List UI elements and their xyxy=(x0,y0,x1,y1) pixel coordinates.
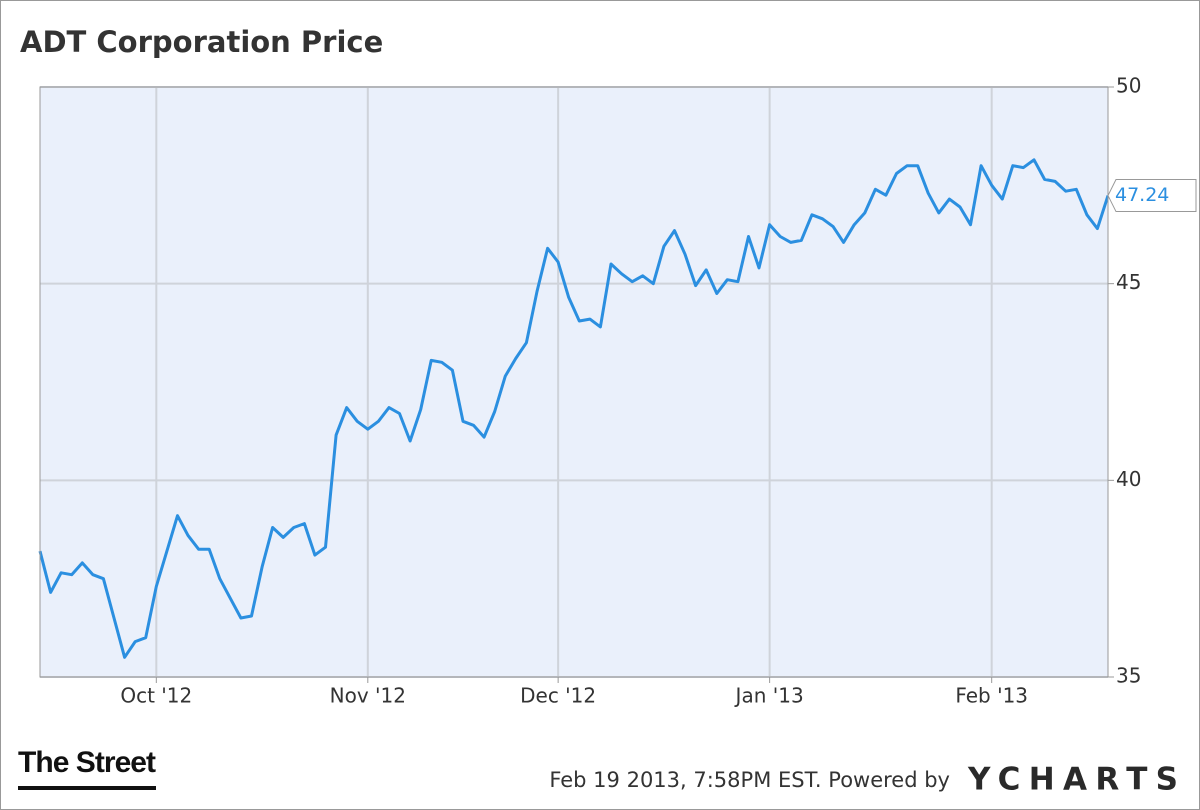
x-tick-label: Nov '12 xyxy=(330,684,406,708)
y-tick-label: 45 xyxy=(1116,270,1141,294)
x-tick-label: Oct '12 xyxy=(120,684,192,708)
plot-area xyxy=(40,87,1108,677)
y-tick-label: 35 xyxy=(1116,664,1141,688)
x-tick-label: Jan '13 xyxy=(734,684,804,708)
chart-title: ADT Corporation Price xyxy=(20,25,383,59)
y-tick-label: 50 xyxy=(1116,74,1141,98)
y-tick-label: 40 xyxy=(1116,467,1141,491)
logo-left: The Street xyxy=(18,746,156,779)
last-value-label: 47.24 xyxy=(1115,184,1169,206)
logo-underline xyxy=(18,786,156,790)
footer: Feb 19 2013, 7:58PM EST. Powered by xyxy=(549,768,950,792)
last-value-box xyxy=(1107,179,1197,213)
x-tick-label: Feb '13 xyxy=(955,684,1028,708)
plot-border xyxy=(39,86,1109,678)
logo-right: YCHARTS xyxy=(967,762,1178,798)
price-line xyxy=(38,158,1110,659)
x-tick-label: Dec '12 xyxy=(520,684,596,708)
